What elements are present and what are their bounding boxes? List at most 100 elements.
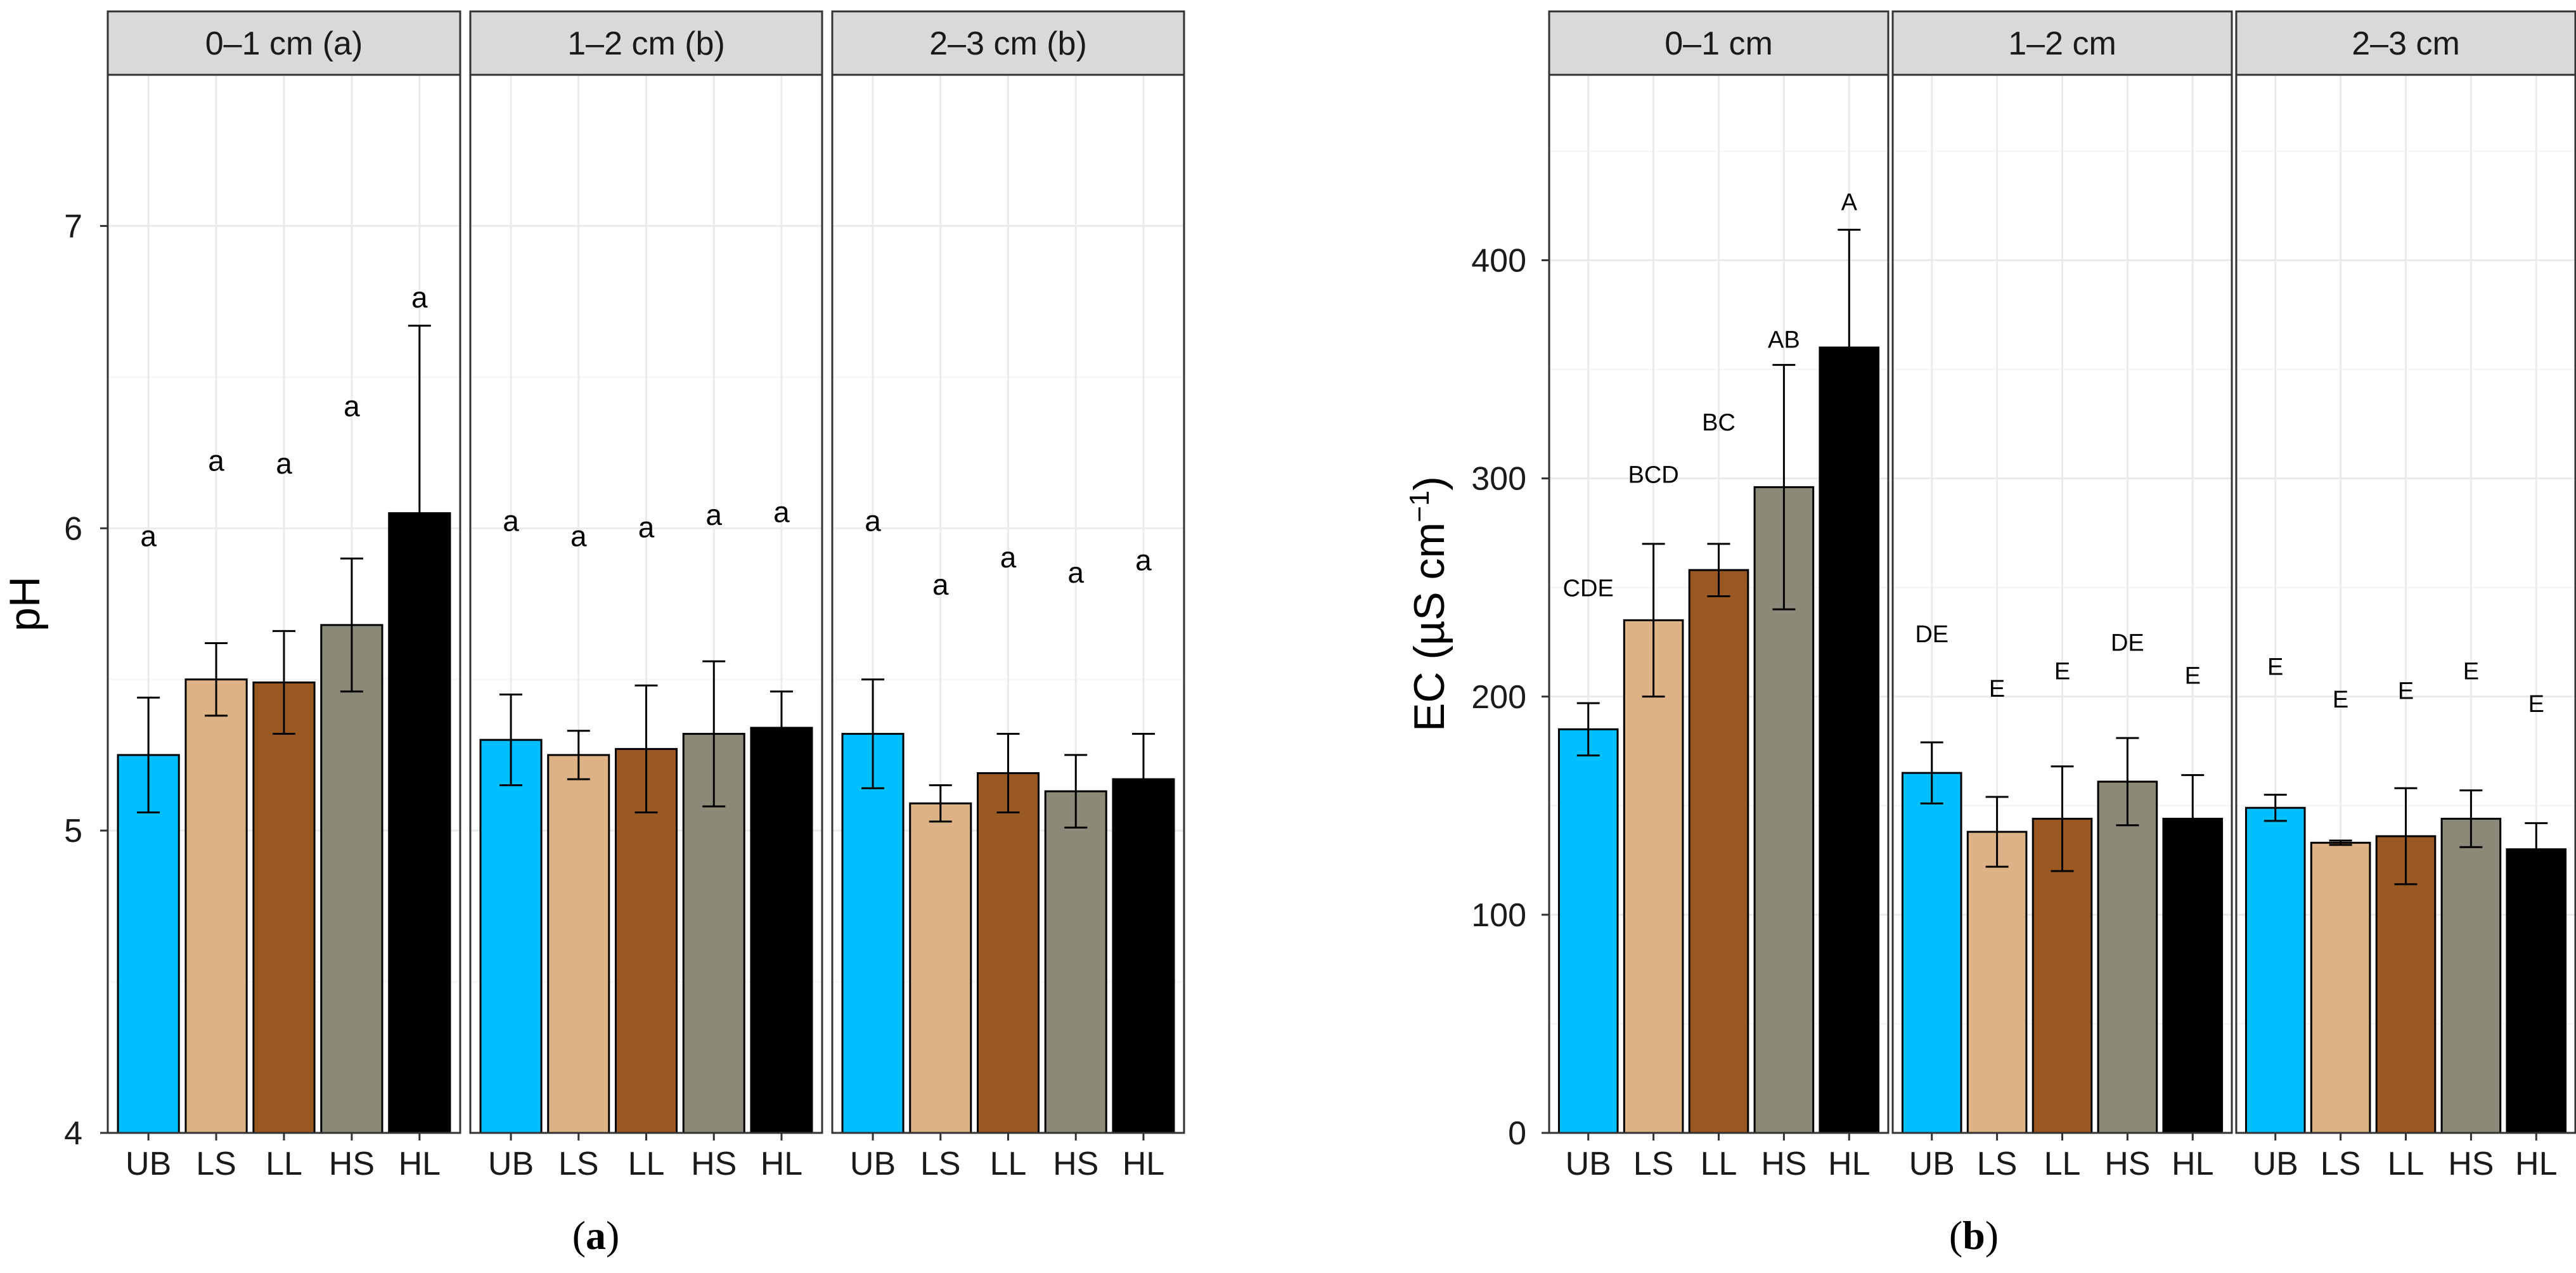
x-tick-label: HS <box>2104 1146 2150 1182</box>
significance-letter: BC <box>1702 410 1736 436</box>
x-tick-label: UB <box>1566 1146 1611 1182</box>
significance-letter: E <box>2463 658 2479 685</box>
significance-letter: a <box>411 281 428 314</box>
facet-strip <box>106 10 461 76</box>
x-tick-label: HS <box>1053 1146 1098 1182</box>
x-tick-label: HL <box>2515 1146 2557 1182</box>
facet-strip-label: 1–2 cm (b) <box>567 25 725 62</box>
y-axis-title: pH <box>1 576 49 631</box>
y-tick-label: 0 <box>1508 1115 1526 1152</box>
x-tick-label: LL <box>628 1146 665 1182</box>
facet-strip <box>2235 10 2576 76</box>
facet-strip-label: 2–3 cm (b) <box>929 25 1087 62</box>
bar <box>117 754 180 1134</box>
significance-letter: E <box>2185 662 2201 689</box>
bar <box>909 802 972 1134</box>
y-axis-title: EC (µS cm−1) <box>1404 476 1454 732</box>
bar <box>1112 778 1175 1134</box>
x-tick-label: LL <box>2044 1146 2081 1182</box>
panel-border <box>1548 74 1890 1134</box>
x-tick-label: HL <box>1123 1146 1164 1182</box>
bar <box>547 754 610 1134</box>
x-tick-label: HS <box>2448 1146 2494 1182</box>
bar <box>1557 728 1619 1134</box>
significance-letter: a <box>865 505 881 538</box>
bar <box>1901 772 1962 1134</box>
facet-strip <box>469 10 823 76</box>
significance-letter: E <box>2267 654 2283 681</box>
x-tick-label: LL <box>1701 1146 1737 1182</box>
facet-strip-label: 0–1 cm (a) <box>205 25 363 62</box>
significance-letter: a <box>638 510 655 543</box>
y-tick-label: 7 <box>64 208 82 245</box>
bar <box>750 727 813 1134</box>
facet-strip-label: 1–2 cm <box>2008 25 2116 62</box>
significance-letter: a <box>140 520 157 553</box>
significance-letter: E <box>1989 676 2005 702</box>
significance-letter: DE <box>2111 630 2144 657</box>
x-tick-label: HL <box>1828 1146 1870 1182</box>
significance-letter: a <box>1135 544 1152 577</box>
y-axis-title-main: EC (µS cm <box>1405 522 1453 732</box>
panel-border <box>469 74 823 1134</box>
y-axis-title-main: pH <box>1 576 49 631</box>
y-tick-label: 300 <box>1471 461 1526 498</box>
x-tick-label: LS <box>196 1146 236 1182</box>
significance-letter: A <box>1841 190 1858 216</box>
x-tick-label: LL <box>990 1146 1027 1182</box>
x-tick-label: HS <box>329 1146 375 1182</box>
bar <box>976 772 1040 1134</box>
y-tick-label: 200 <box>1471 679 1526 716</box>
x-tick-label: LS <box>1633 1146 1674 1182</box>
facet-strip <box>1548 10 1890 76</box>
bar <box>2244 806 2306 1134</box>
panel-caption-a: (a) <box>572 1213 620 1258</box>
bar <box>1044 790 1107 1134</box>
significance-letter: a <box>570 520 587 553</box>
x-tick-label: HL <box>761 1146 802 1182</box>
y-tick-label: 4 <box>64 1115 82 1152</box>
bar <box>2310 841 2371 1134</box>
facet-strip <box>1891 10 2233 76</box>
bar <box>320 624 383 1134</box>
panel-border <box>2235 74 2576 1134</box>
bar <box>2097 780 2158 1134</box>
y-tick-label: 6 <box>64 510 82 547</box>
x-tick-label: HS <box>691 1146 737 1182</box>
ph-chart: 4 5 6 7 pH 0–1 cm (a) a UB a LS a LL a HS a HL 1–2 cm (b… <box>1 10 1185 1182</box>
facet-strip-label: 2–3 cm <box>2352 25 2460 62</box>
significance-letter: a <box>1067 556 1084 589</box>
y-axis-title-close: ) <box>1405 476 1453 491</box>
y-axis-title-exponent: −1 <box>1404 491 1435 522</box>
bar <box>2506 848 2567 1134</box>
panel-border <box>1891 74 2233 1134</box>
significance-letter: a <box>705 498 722 531</box>
x-tick-label: LL <box>266 1146 302 1182</box>
significance-letter: E <box>2398 678 2414 704</box>
bar <box>1688 569 1749 1134</box>
significance-letter: E <box>2054 658 2070 685</box>
significance-letter: a <box>773 495 790 528</box>
y-tick-label: 100 <box>1471 897 1526 934</box>
bar <box>1966 830 2028 1134</box>
significance-letter: a <box>276 447 292 480</box>
x-tick-label: LS <box>2321 1146 2361 1182</box>
significance-letter: E <box>2333 687 2348 713</box>
x-tick-label: HS <box>1761 1146 1806 1182</box>
significance-letter: BCD <box>1628 462 1678 489</box>
x-tick-label: HL <box>399 1146 441 1182</box>
panel-caption-b: (b) <box>1949 1213 1999 1258</box>
bar <box>841 733 905 1134</box>
significance-letter: a <box>1000 541 1017 574</box>
significance-letter: a <box>932 568 949 601</box>
x-tick-label: UB <box>488 1146 534 1182</box>
x-tick-label: LL <box>2388 1146 2425 1182</box>
bar <box>479 739 543 1134</box>
significance-letter: a <box>503 505 519 538</box>
y-tick-label: 5 <box>64 813 82 850</box>
x-tick-label: UB <box>2253 1146 2298 1182</box>
ec-chart: 0 100 200 300 400 EC (µS cm−1) 0–1 cm CDE UB BCD L… <box>1404 10 2576 1182</box>
facet-strip-label: 0–1 cm <box>1665 25 1773 62</box>
y-tick-label: 400 <box>1471 243 1526 280</box>
